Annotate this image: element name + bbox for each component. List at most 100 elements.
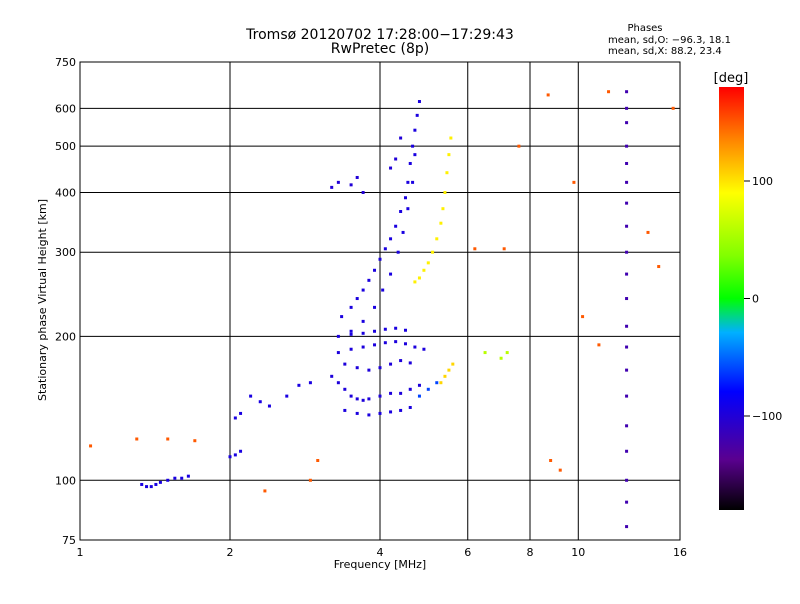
data-point: [625, 180, 629, 184]
data-point: [135, 437, 139, 441]
data-point: [263, 489, 267, 493]
data-point: [413, 128, 417, 132]
data-point: [158, 480, 162, 484]
data-point: [336, 334, 340, 338]
data-point: [441, 207, 445, 211]
data-point: [249, 394, 253, 398]
stats-line-o: mean, sd,O: −96.3, 18.1: [608, 35, 731, 46]
y-tick-label: 100: [55, 474, 76, 487]
data-point: [408, 405, 412, 409]
data-point: [408, 161, 412, 165]
data-point: [411, 144, 415, 148]
data-point: [403, 328, 407, 332]
data-point: [378, 366, 382, 370]
data-point: [625, 106, 629, 110]
data-point: [367, 413, 371, 417]
data-point: [417, 100, 421, 104]
data-point: [625, 500, 629, 504]
data-point: [445, 171, 449, 175]
y-tick-label: 400: [55, 186, 76, 199]
data-point: [401, 230, 405, 234]
data-point: [625, 324, 629, 328]
data-point: [389, 166, 393, 170]
data-point: [625, 224, 629, 228]
data-point: [417, 276, 421, 280]
data-point: [625, 525, 629, 529]
data-point: [308, 478, 312, 482]
data-point: [581, 315, 585, 319]
data-point: [413, 280, 417, 284]
x-tick-label: 16: [673, 546, 687, 559]
data-point: [447, 368, 451, 372]
data-point: [349, 347, 353, 351]
y-tick-label: 500: [55, 140, 76, 153]
data-point: [336, 351, 340, 355]
data-point: [373, 343, 377, 347]
data-point: [546, 93, 550, 97]
data-point: [355, 297, 359, 301]
x-tick-label: 8: [527, 546, 534, 559]
data-point: [625, 250, 629, 254]
data-point: [343, 408, 347, 412]
data-point: [378, 411, 382, 415]
data-point: [443, 190, 447, 194]
data-point: [625, 161, 629, 165]
data-point: [443, 374, 447, 378]
data-point: [399, 136, 403, 140]
data-point: [422, 268, 426, 272]
data-point: [373, 329, 377, 333]
data-point: [336, 180, 340, 184]
data-point: [549, 458, 553, 462]
data-point: [389, 362, 393, 366]
data-point: [625, 272, 629, 276]
data-point: [361, 331, 365, 335]
data-point: [373, 268, 377, 272]
data-point: [406, 207, 410, 211]
data-point: [166, 478, 170, 482]
data-point: [355, 175, 359, 179]
axis-ticks: 1 2 4 6 8 10 16 75 100 200 300 400 500 600 750: [55, 56, 687, 559]
data-point: [193, 439, 197, 443]
data-point: [394, 224, 398, 228]
data-point: [671, 106, 675, 110]
y-tick-label: 600: [55, 102, 76, 115]
data-point: [367, 278, 371, 282]
data-point: [417, 394, 421, 398]
stats-heading: Phases: [627, 23, 662, 34]
data-point: [625, 144, 629, 148]
data-point: [422, 347, 426, 351]
data-point: [173, 476, 177, 480]
data-point: [89, 444, 93, 448]
data-points: [89, 90, 675, 529]
data-point: [517, 144, 521, 148]
data-point: [316, 458, 320, 462]
data-point: [413, 153, 417, 157]
x-tick-label: 4: [377, 546, 384, 559]
data-point: [657, 265, 661, 269]
y-tick-label: 750: [55, 56, 76, 69]
data-point: [349, 305, 353, 309]
data-point: [403, 196, 407, 200]
x-tick-label: 10: [571, 546, 585, 559]
plot-frame: [79, 61, 681, 541]
data-point: [389, 391, 393, 395]
data-point: [505, 351, 509, 355]
data-point: [625, 394, 629, 398]
data-point: [308, 381, 312, 385]
data-point: [239, 411, 243, 415]
data-point: [343, 362, 347, 366]
data-point: [572, 180, 576, 184]
colorbar-ticks: 100 0 −100: [744, 175, 782, 423]
data-point: [330, 374, 334, 378]
data-point: [258, 400, 262, 404]
data-point: [361, 190, 365, 194]
data-point: [349, 332, 353, 336]
data-point: [239, 449, 243, 453]
data-point: [378, 394, 382, 398]
data-point: [399, 210, 403, 214]
data-point: [625, 449, 629, 453]
data-point: [435, 381, 439, 385]
data-point: [625, 121, 629, 125]
data-point: [297, 383, 301, 387]
colorbar-label: [deg]: [714, 71, 749, 86]
